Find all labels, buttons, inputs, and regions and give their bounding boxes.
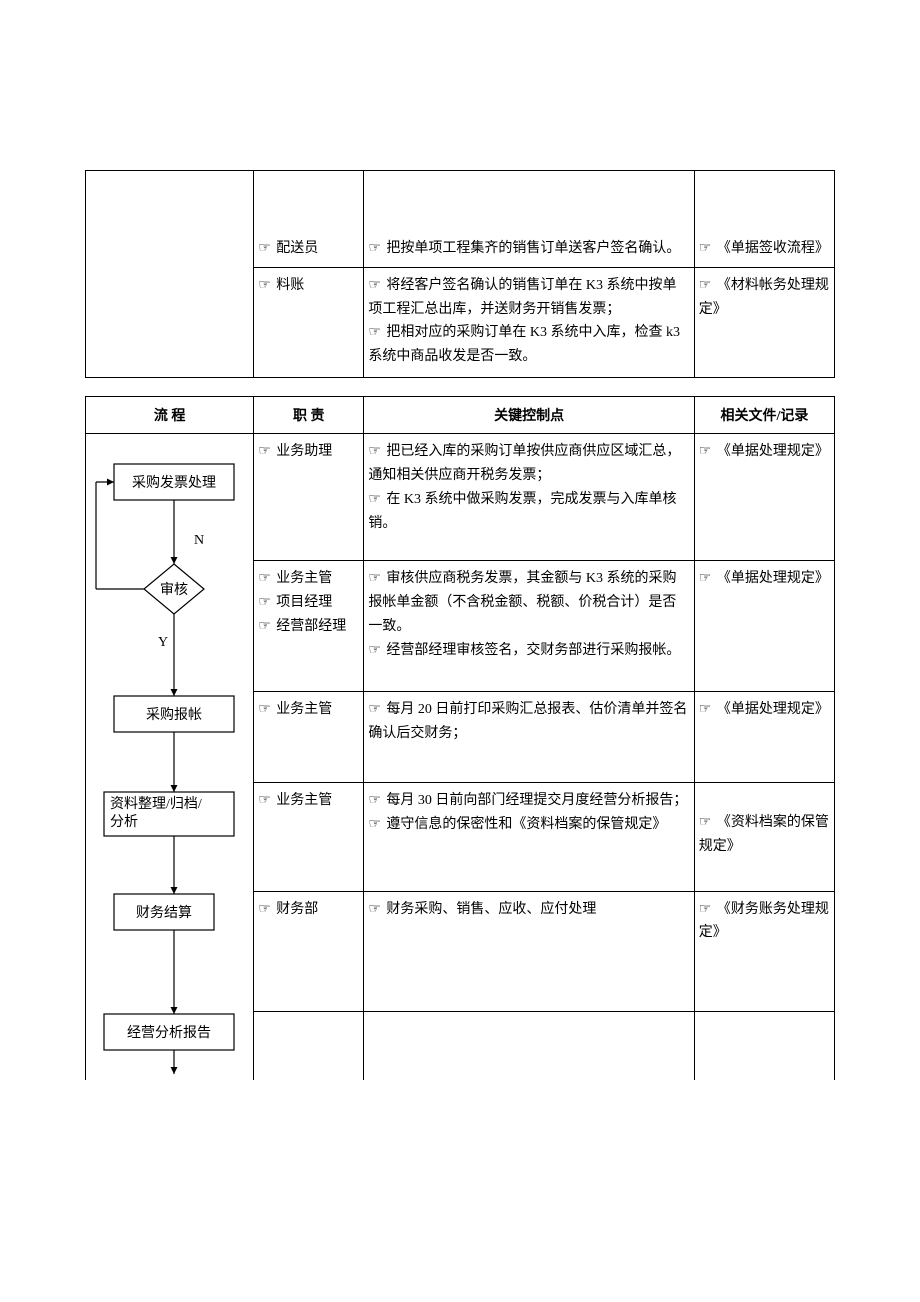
bullet-icon: ☞	[699, 278, 712, 293]
role-text: 项目经理	[276, 595, 332, 610]
svg-text:Y: Y	[158, 635, 168, 650]
role-text: 业务主管	[276, 571, 332, 586]
bullet-icon: ☞	[258, 278, 271, 293]
bullet-icon: ☞	[258, 793, 271, 808]
key-cell: ☞ 把按单项工程集齐的销售订单送客户签名确认。	[364, 171, 694, 268]
svg-text:经营分析报告: 经营分析报告	[127, 1025, 211, 1041]
bullet-icon: ☞	[258, 702, 271, 717]
role-cell: ☞ 配送员	[254, 171, 364, 268]
key-cell: ☞ 把已经入库的采购订单按供应商供应区域汇总，通知相关供应商开税务发票；☞ 在 …	[364, 434, 694, 561]
bullet-icon: ☞	[368, 241, 381, 256]
svg-text:N: N	[194, 533, 204, 548]
svg-text:分析: 分析	[110, 814, 138, 830]
bullet-icon: ☞	[699, 241, 712, 256]
bullet-icon: ☞	[699, 815, 712, 830]
key-text: 审核供应商税务发票，其金额与 K3 系统的采购报帐单金额（不含税金额、税额、价税…	[368, 571, 676, 634]
bullet-icon: ☞	[368, 278, 381, 293]
role-text: 经营部经理	[276, 619, 346, 634]
key-text: 在 K3 系统中做采购发票，完成发票与入库单核销。	[368, 492, 676, 531]
svg-text:采购发票处理: 采购发票处理	[132, 475, 216, 491]
doc-cell: ☞ 《单据处理规定》	[694, 561, 834, 692]
body-row: 采购发票处理审核采购报帐资料整理/归档/分析财务结算经营分析报告NY ☞ 业务助…	[86, 434, 835, 561]
bullet-icon: ☞	[699, 902, 712, 917]
svg-text:财务结算: 财务结算	[136, 905, 192, 921]
flow-cell-empty	[86, 171, 254, 378]
key-cell: ☞ 财务采购、销售、应收、应付处理	[364, 891, 694, 1012]
role-text: 料账	[276, 278, 304, 293]
doc-text: 《单据处理规定》	[717, 571, 829, 586]
doc-cell: ☞ 《单据处理规定》	[694, 692, 834, 783]
role-text: 业务主管	[276, 702, 332, 717]
bullet-icon: ☞	[368, 702, 381, 717]
role-cell: ☞ 业务主管	[254, 782, 364, 891]
header-key: 关键控制点	[364, 397, 694, 434]
key-text: 财务采购、销售、应收、应付处理	[386, 902, 596, 917]
svg-text:采购报帐: 采购报帐	[146, 707, 202, 723]
bullet-icon: ☞	[699, 571, 712, 586]
role-text: 配送员	[276, 241, 318, 256]
bullet-icon: ☞	[368, 643, 381, 658]
header-flow: 流 程	[86, 397, 254, 434]
svg-text:审核: 审核	[160, 582, 188, 598]
role-cell: ☞ 业务助理	[254, 434, 364, 561]
flowchart-diagram: 采购发票处理审核采购报帐资料整理/归档/分析财务结算经营分析报告 N Y	[86, 434, 254, 1080]
bullet-icon: ☞	[258, 444, 271, 459]
doc-cell: ☞ 《单据签收流程》	[694, 171, 834, 268]
bullet-icon: ☞	[368, 571, 381, 586]
doc-cell: ☞ 《单据处理规定》	[694, 434, 834, 561]
key-cell	[364, 1012, 694, 1081]
bullet-icon: ☞	[368, 492, 381, 507]
table-2: 流 程 职 责 关键控制点 相关文件/记录 采购发票处理审核采购报帐资料整理/归…	[85, 396, 835, 1080]
key-text: 每月 30 日前向部门经理提交月度经营分析报告；	[386, 793, 687, 808]
bullet-icon: ☞	[258, 571, 271, 586]
doc-cell: ☞ 《财务账务处理规定》	[694, 891, 834, 1012]
header-row: 流 程 职 责 关键控制点 相关文件/记录	[86, 397, 835, 434]
bullet-icon: ☞	[258, 241, 271, 256]
flowchart-cell: 采购发票处理审核采购报帐资料整理/归档/分析财务结算经营分析报告 N Y	[86, 434, 254, 1081]
key-text: 将经客户签名确认的销售订单在 K3 系统中按单项工程汇总出库，并送财务开销售发票…	[368, 278, 676, 317]
role-cell: ☞ 财务部	[254, 891, 364, 1012]
bullet-icon: ☞	[368, 902, 381, 917]
bullet-icon: ☞	[699, 702, 712, 717]
doc-cell	[694, 1012, 834, 1081]
key-cell: ☞ 审核供应商税务发票，其金额与 K3 系统的采购报帐单金额（不含税金额、税额、…	[364, 561, 694, 692]
role-text: 业务主管	[276, 793, 332, 808]
key-text: 遵守信息的保密性和《资料档案的保管规定》	[386, 817, 666, 832]
bullet-icon: ☞	[368, 325, 381, 340]
role-cell: ☞ 业务主管	[254, 692, 364, 783]
key-cell: ☞ 将经客户签名确认的销售订单在 K3 系统中按单项工程汇总出库，并送财务开销售…	[364, 267, 694, 378]
key-cell: ☞ 每月 30 日前向部门经理提交月度经营分析报告； ☞ 遵守信息的保密性和《资料…	[364, 782, 694, 891]
bullet-icon: ☞	[258, 902, 271, 917]
key-cell: ☞ 每月 20 日前打印采购汇总报表、估价清单并签名确认后交财务；	[364, 692, 694, 783]
role-cell	[254, 1012, 364, 1081]
role-cell: ☞ 业务主管 ☞ 项目经理 ☞ 经营部经理	[254, 561, 364, 692]
doc-text: 《单据签收流程》	[717, 241, 829, 256]
bullet-icon: ☞	[258, 619, 271, 634]
key-text: 每月 20 日前打印采购汇总报表、估价清单并签名确认后交财务；	[368, 702, 687, 741]
header-doc: 相关文件/记录	[694, 397, 834, 434]
bullet-icon: ☞	[258, 595, 271, 610]
key-text: 把按单项工程集齐的销售订单送客户签名确认。	[386, 241, 680, 256]
bullet-icon: ☞	[699, 444, 712, 459]
doc-text: 《财务账务处理规定》	[699, 902, 829, 941]
table-1: ☞ 配送员 ☞ 把按单项工程集齐的销售订单送客户签名确认。 ☞ 《单据签收流程》…	[85, 170, 835, 378]
doc-text: 《单据处理规定》	[717, 702, 829, 717]
svg-text:资料整理/归档/: 资料整理/归档/	[110, 795, 202, 812]
bullet-icon: ☞	[368, 793, 381, 808]
table-row: ☞ 配送员 ☞ 把按单项工程集齐的销售订单送客户签名确认。 ☞ 《单据签收流程》	[86, 171, 835, 268]
doc-text: 《单据处理规定》	[717, 444, 829, 459]
role-text: 业务助理	[276, 444, 332, 459]
role-cell: ☞ 料账	[254, 267, 364, 378]
doc-cell: ☞ 《材料帐务处理规定》	[694, 267, 834, 378]
header-role: 职 责	[254, 397, 364, 434]
key-text: 经营部经理审核签名，交财务部进行采购报帐。	[386, 643, 680, 658]
doc-text: 《资料档案的保管规定》	[699, 815, 829, 854]
doc-cell: ☞ 《资料档案的保管规定》	[694, 782, 834, 891]
bullet-icon: ☞	[368, 444, 381, 459]
role-text: 财务部	[276, 902, 318, 917]
bullet-icon: ☞	[368, 817, 381, 832]
key-text: 把相对应的采购订单在 K3 系统中入库，检查 k3 系统中商品收发是否一致。	[368, 325, 680, 364]
key-text: 把已经入库的采购订单按供应商供应区域汇总，通知相关供应商开税务发票；	[368, 444, 680, 483]
doc-text: 《材料帐务处理规定》	[699, 278, 829, 317]
